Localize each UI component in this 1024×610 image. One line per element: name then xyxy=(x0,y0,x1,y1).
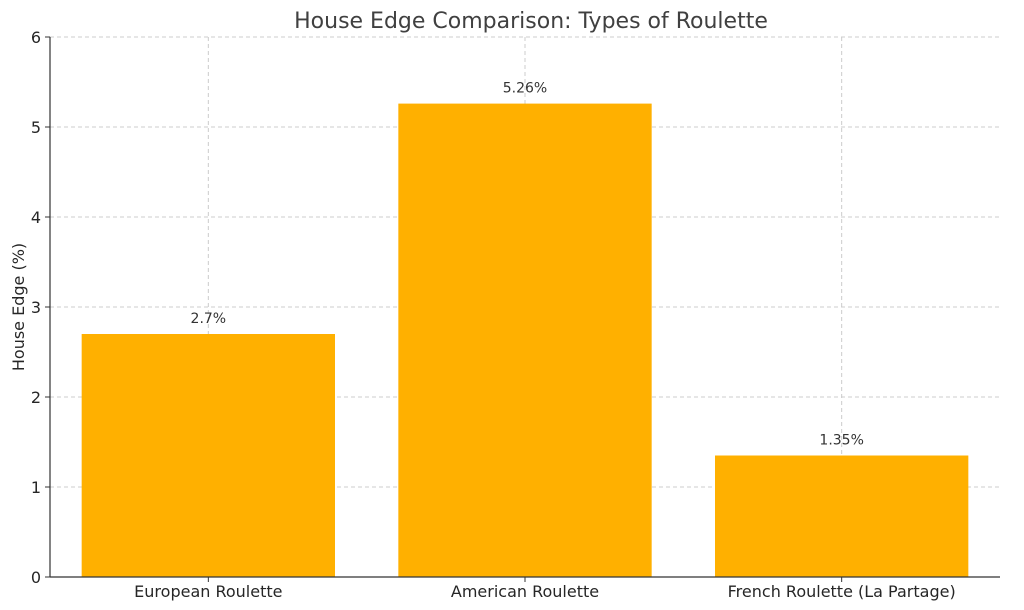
y-tick-label: 0 xyxy=(31,568,41,587)
x-tick-label: French Roulette (La Partage) xyxy=(728,582,956,601)
x-tick-label: European Roulette xyxy=(134,582,282,601)
y-axis-label: House Edge (%) xyxy=(9,243,28,371)
bar-value-label: 1.35% xyxy=(819,433,863,449)
y-tick-label: 2 xyxy=(31,388,41,407)
y-tick-label: 1 xyxy=(31,478,41,497)
bars xyxy=(81,103,969,577)
bar-value-label: 2.7% xyxy=(191,311,227,327)
y-tick-label: 6 xyxy=(31,28,41,47)
chart-title: House Edge Comparison: Types of Roulette xyxy=(294,9,768,34)
bar xyxy=(715,455,969,577)
y-tick-label: 3 xyxy=(31,298,41,317)
bar xyxy=(81,334,336,577)
axes: 0 1 2 3 4 5 6 European Roulette American Roulett… xyxy=(31,28,1000,601)
y-tick-label: 4 xyxy=(31,208,41,227)
x-tick-label: American Roulette xyxy=(451,582,599,601)
data-labels: 2.7% 5.26% 1.35% xyxy=(191,81,864,449)
bar xyxy=(398,103,652,577)
bar-value-label: 5.26% xyxy=(503,81,547,97)
y-tick-label: 5 xyxy=(31,118,41,137)
